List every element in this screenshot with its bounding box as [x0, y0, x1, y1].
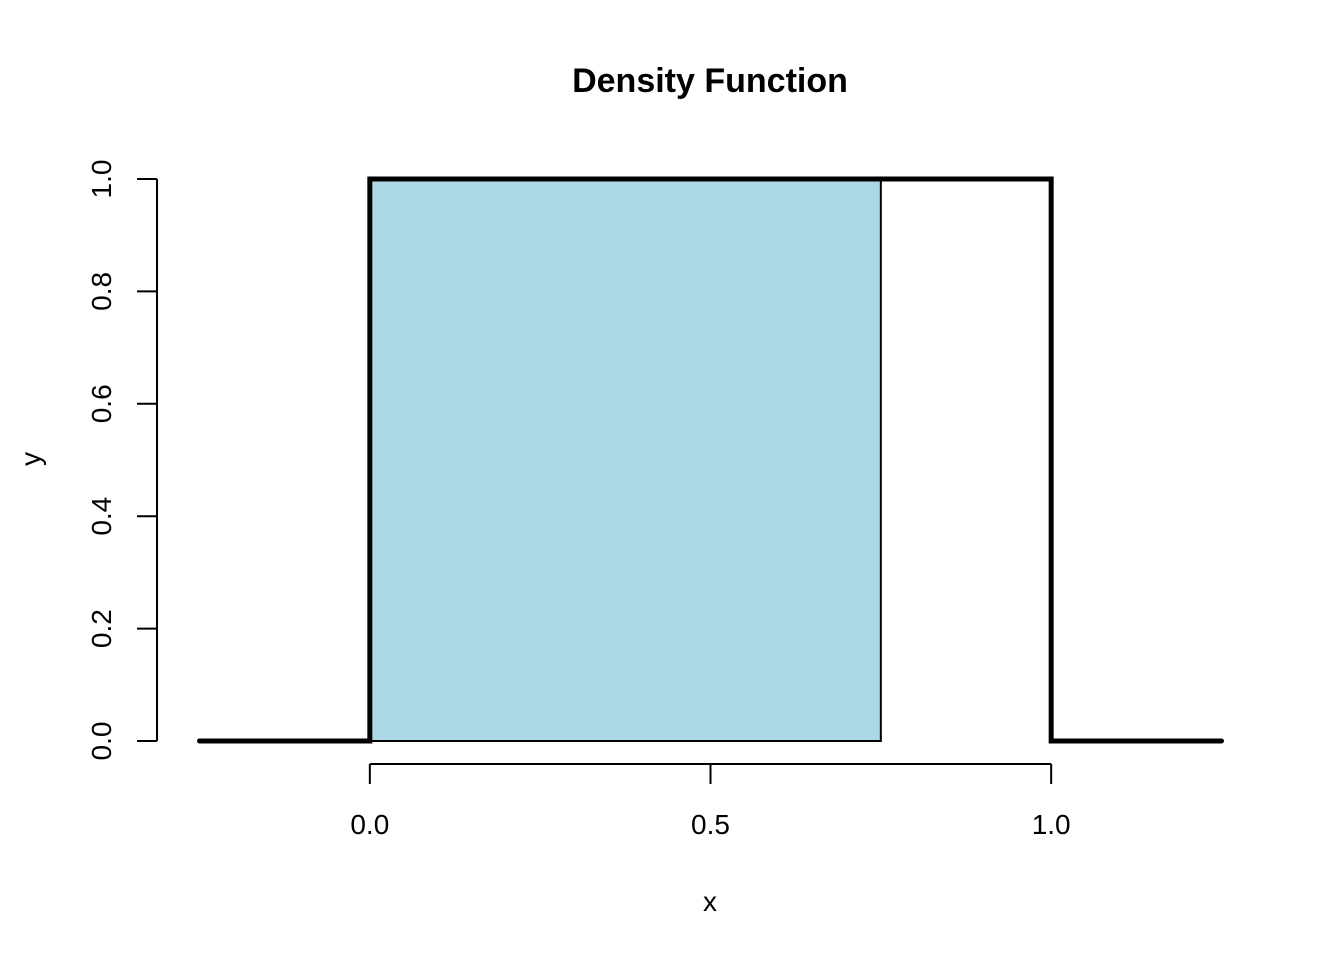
plot-area [197, 176, 1224, 744]
x-axis-label: x [703, 886, 717, 917]
y-tick-label: 1.0 [86, 160, 117, 199]
y-tick-label: 0.2 [86, 609, 117, 648]
x-tick-label: 0.0 [350, 809, 389, 840]
y-tick-label: 0.8 [86, 272, 117, 311]
chart-title: Density Function [572, 62, 848, 100]
x-tick-label: 0.5 [691, 809, 730, 840]
y-tick-label: 0.0 [86, 722, 117, 761]
density-line [197, 176, 1224, 744]
shaded-probability-region [368, 178, 882, 742]
y-tick-label: 0.4 [86, 497, 117, 536]
axes: 0.0 0.5 1.0 0.0 0.2 0.4 0.6 0.8 1.0 [86, 160, 1071, 840]
y-axis-label: y [15, 452, 46, 466]
y-tick-label: 0.6 [86, 384, 117, 423]
x-tick-label: 1.0 [1032, 809, 1071, 840]
